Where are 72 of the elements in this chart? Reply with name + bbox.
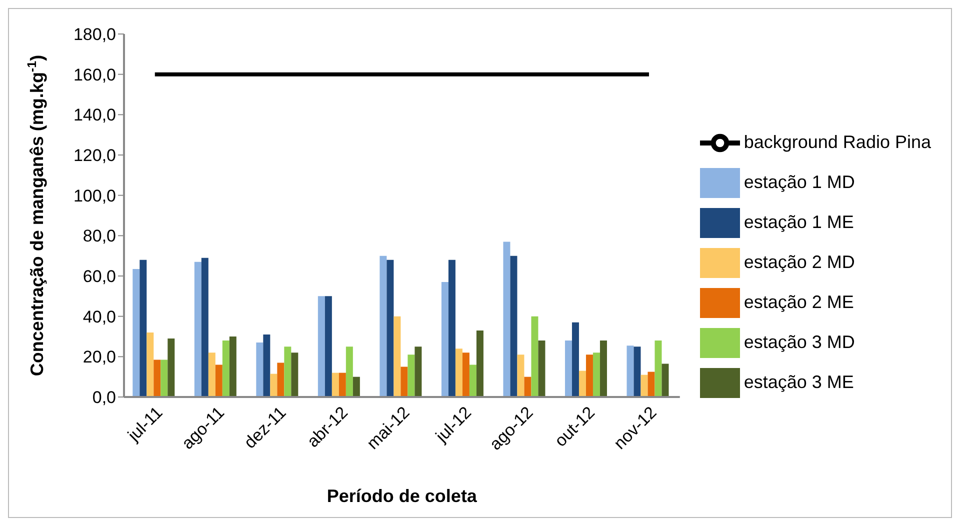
bar	[394, 316, 401, 397]
bar	[208, 352, 216, 397]
bar	[538, 340, 546, 397]
bar	[626, 346, 634, 397]
legend-label: estação 2 ME	[744, 292, 854, 312]
bar	[400, 366, 408, 397]
bar	[648, 372, 655, 397]
legend-label: estação 3 ME	[744, 372, 854, 392]
x-axis-title: Período de coleta	[326, 486, 478, 506]
bar	[132, 268, 140, 397]
bar	[662, 364, 669, 397]
bar	[222, 340, 230, 397]
bar	[510, 256, 518, 397]
bar	[277, 362, 284, 397]
bar	[318, 296, 325, 397]
bar	[469, 364, 476, 397]
legend-label: estação 2 MD	[744, 252, 855, 272]
legend-label: background Radio Pina	[744, 132, 931, 152]
bar	[146, 332, 154, 397]
bar	[160, 360, 168, 397]
bar	[654, 340, 662, 397]
y-tick-label: 40,0	[82, 307, 116, 326]
bar	[634, 346, 641, 397]
bar	[455, 348, 462, 397]
bar	[462, 352, 470, 397]
bar	[441, 282, 448, 397]
bar	[168, 338, 175, 397]
y-tick-label: 100,0	[73, 186, 116, 206]
bar	[531, 316, 538, 397]
bar	[194, 262, 202, 397]
legend-label: estação 3 MD	[744, 332, 855, 352]
bar	[408, 354, 415, 397]
bar	[215, 364, 222, 397]
bar	[640, 374, 648, 397]
bar	[346, 346, 353, 397]
bar	[476, 330, 484, 397]
bar	[270, 374, 278, 397]
y-tick-label: 160,0	[73, 65, 116, 84]
bar	[572, 322, 579, 397]
bar	[592, 352, 600, 397]
y-tick-label: 140,0	[73, 106, 116, 125]
y-tick-label: 60,0	[82, 267, 116, 286]
legend-label: estação 1 MD	[744, 172, 855, 192]
bar	[564, 340, 572, 397]
bar	[600, 340, 607, 397]
bar	[578, 370, 586, 397]
bar	[380, 256, 387, 397]
bar	[324, 296, 332, 397]
y-tick-label: 120,0	[73, 146, 116, 166]
y-tick-label: 0,0	[92, 388, 116, 408]
bar	[352, 376, 360, 397]
bar	[256, 342, 264, 397]
bar	[201, 258, 208, 397]
legend-label: estação 1 ME	[744, 212, 854, 232]
bar	[448, 260, 456, 397]
bar	[524, 376, 532, 397]
bar	[284, 346, 292, 397]
bar	[338, 372, 346, 397]
bar	[414, 346, 422, 397]
bar	[263, 334, 270, 397]
bar	[517, 354, 524, 397]
bar	[291, 352, 298, 397]
y-tick-label: 20,0	[82, 348, 116, 367]
y-tick-label: 80,0	[82, 226, 116, 246]
bar	[332, 372, 339, 397]
bar	[386, 260, 394, 397]
bar	[154, 360, 161, 397]
bar	[503, 242, 510, 397]
bar	[229, 336, 236, 397]
bar	[586, 354, 593, 397]
y-tick-label: 180,0	[73, 25, 116, 44]
bar	[140, 260, 147, 397]
